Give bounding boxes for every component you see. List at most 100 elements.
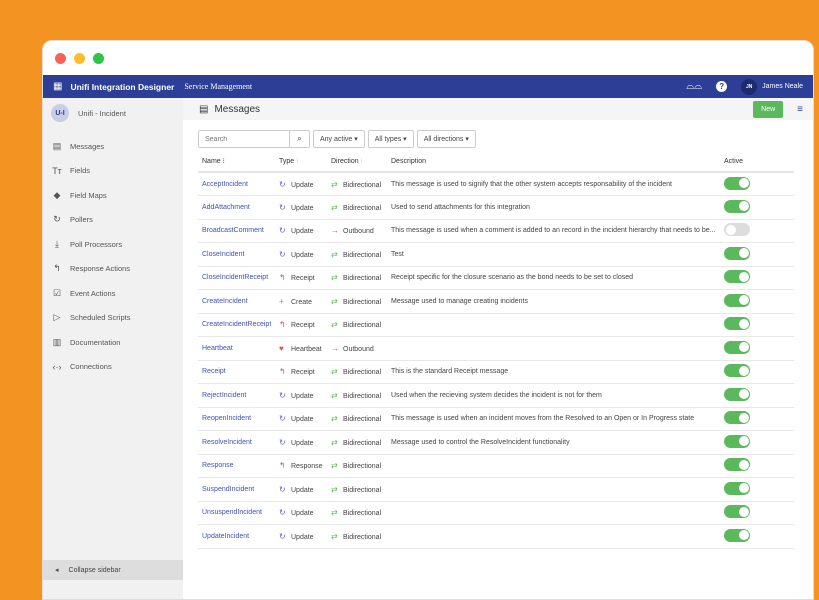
- direction-cell: ⇄ Bidirectional: [331, 407, 391, 431]
- message-name-link[interactable]: RejectIncident: [198, 383, 279, 408]
- table-row[interactable]: Heartbeat ♥ Heartbeat → Outbound: [198, 336, 794, 361]
- message-name-link[interactable]: CreateIncidentReceipt: [198, 313, 279, 337]
- update-icon: ↻: [279, 226, 286, 236]
- active-toggle[interactable]: [724, 340, 750, 354]
- sidebar-item-poll-processors[interactable]: ⤓ Poll Processors: [43, 232, 183, 257]
- sidebar-item-connections[interactable]: ‹·› Connections: [43, 355, 183, 380]
- active-toggle[interactable]: [724, 270, 750, 284]
- sidebar-item-response-actions[interactable]: ↰ Response Actions: [43, 257, 183, 282]
- message-name-link[interactable]: ReopenIncident: [198, 407, 279, 431]
- table-row[interactable]: UpdateIncident ↻ Update ⇄ Bidirectional: [198, 524, 794, 549]
- message-name-link[interactable]: Heartbeat: [198, 336, 279, 361]
- search-input[interactable]: [199, 131, 289, 147]
- sidebar-item-documentation[interactable]: ▥ Documentation: [43, 330, 183, 355]
- message-name-link[interactable]: CloseIncident: [198, 242, 279, 267]
- direction-label: Outbound: [343, 228, 374, 236]
- app-grid-icon[interactable]: ▦: [53, 81, 63, 92]
- message-name-link[interactable]: BroadcastComment: [198, 219, 279, 243]
- search-icon[interactable]: ⌕: [289, 131, 309, 147]
- reply-icon: ↰: [53, 263, 61, 274]
- active-toggle[interactable]: [724, 364, 750, 378]
- active-filter-dropdown[interactable]: Any active ▾: [313, 130, 365, 148]
- table-row[interactable]: AcceptIncident ↻ Update ⇄ Bidirectional Th…: [198, 172, 794, 196]
- direction-label: Bidirectional: [343, 275, 382, 283]
- active-toggle[interactable]: [724, 387, 750, 401]
- direction-label: Bidirectional: [343, 298, 382, 306]
- update-icon: ↻: [279, 484, 286, 494]
- table-row[interactable]: CloseIncident ↻ Update ⇄ Bidirectional Tes…: [198, 242, 794, 267]
- active-toggle[interactable]: [724, 505, 750, 519]
- project-avatar: U-I: [51, 104, 69, 122]
- table-row[interactable]: RejectIncident ↻ Update ⇄ Bidirectional Us…: [198, 383, 794, 408]
- message-name-link[interactable]: Response: [198, 454, 279, 478]
- active-toggle[interactable]: [724, 317, 750, 331]
- type-label: Update: [291, 228, 314, 236]
- message-name-link[interactable]: Receipt: [198, 360, 279, 384]
- column-name[interactable]: Name ⁝: [198, 151, 279, 173]
- table-row[interactable]: BroadcastComment ↻ Update → Outbound This …: [198, 219, 794, 243]
- column-type[interactable]: Type ⁝: [279, 151, 331, 173]
- active-toggle[interactable]: [724, 481, 750, 495]
- user-menu[interactable]: JN James Neale: [741, 78, 803, 95]
- table-row[interactable]: AddAttachment ↻ Update ⇄ Bidirectional Use…: [198, 195, 794, 220]
- active-toggle[interactable]: [724, 223, 750, 237]
- active-cell: [724, 407, 794, 431]
- sidebar-item-fields[interactable]: Tт Fields: [43, 159, 183, 184]
- glasses-icon[interactable]: ⌓⌓: [686, 81, 703, 92]
- table-row[interactable]: CreateIncident + Create ⇄ Bidirectional Me…: [198, 289, 794, 314]
- menu-icon[interactable]: ≡: [797, 103, 803, 115]
- active-toggle[interactable]: [724, 176, 750, 190]
- table-row[interactable]: CloseIncidentReceipt ↰ Receipt ⇄ Bidirecti…: [198, 266, 794, 290]
- update-icon: ↻: [279, 531, 286, 541]
- description-cell: This is the standard Receipt message: [391, 360, 724, 384]
- active-toggle[interactable]: [724, 246, 750, 260]
- collapse-sidebar-button[interactable]: ◂ Collapse sidebar: [43, 560, 183, 580]
- direction-filter-dropdown[interactable]: All directions ▾: [416, 130, 476, 148]
- message-name-link[interactable]: UnsuspendIncident: [198, 501, 279, 525]
- active-toggle[interactable]: [724, 458, 750, 472]
- sidebar-item-messages[interactable]: ▤ Messages: [43, 134, 183, 159]
- active-toggle[interactable]: [724, 434, 750, 448]
- active-filter-label: Any active: [320, 135, 353, 143]
- table-row[interactable]: Receipt ↰ Receipt ⇄ Bidirectional This is …: [198, 360, 794, 384]
- description-cell: This message is used when a comment is a…: [391, 219, 724, 243]
- sidebar-item-scheduled-scripts[interactable]: ▷ Scheduled Scripts: [43, 306, 183, 331]
- table-row[interactable]: UnsuspendIncident ↻ Update ⇄ Bidirectional: [198, 501, 794, 525]
- bidirectional-icon: ⇄: [331, 390, 338, 400]
- new-button[interactable]: New: [753, 100, 784, 118]
- message-name-link[interactable]: UpdateIncident: [198, 524, 279, 549]
- sidebar-item-pollers[interactable]: ↻ Pollers: [43, 208, 183, 233]
- active-cell: [724, 501, 794, 525]
- message-name-link[interactable]: CloseIncidentReceipt: [198, 266, 279, 290]
- message-name-link[interactable]: AddAttachment: [198, 195, 279, 220]
- active-toggle[interactable]: [724, 411, 750, 425]
- message-name-link[interactable]: ResolveIncident: [198, 430, 279, 455]
- table-row[interactable]: SuspendIncident ↻ Update ⇄ Bidirectional: [198, 477, 794, 502]
- maximize-window-button[interactable]: [93, 52, 104, 64]
- table-row[interactable]: ReopenIncident ↻ Update ⇄ Bidirectional Th…: [198, 407, 794, 431]
- window-controls: [43, 41, 813, 75]
- sidebar-item-field-maps[interactable]: ◆ Field Maps: [43, 183, 183, 208]
- sidebar-item-label: Messages: [70, 141, 105, 151]
- column-direction[interactable]: Direction ⁝: [331, 151, 391, 173]
- update-icon: ↻: [279, 249, 286, 259]
- help-icon[interactable]: ?: [716, 81, 728, 92]
- table-row[interactable]: CreateIncidentReceipt ↰ Receipt ⇄ Bidirect…: [198, 313, 794, 337]
- active-toggle[interactable]: [724, 199, 750, 213]
- active-toggle[interactable]: [724, 528, 750, 542]
- minimize-window-button[interactable]: [74, 52, 85, 64]
- message-name-link[interactable]: AcceptIncident: [198, 172, 279, 196]
- sidebar-item-label: Event Actions: [70, 288, 116, 298]
- message-name-link[interactable]: CreateIncident: [198, 289, 279, 314]
- type-filter-dropdown[interactable]: All types ▾: [367, 130, 414, 148]
- close-window-button[interactable]: [55, 52, 66, 64]
- sidebar-item-event-actions[interactable]: ☑ Event Actions: [43, 281, 183, 306]
- file-icon: ▤: [52, 140, 62, 151]
- table-row[interactable]: ResolveIncident ↻ Update ⇄ Bidirectional M…: [198, 430, 794, 455]
- bidirectional-icon: ⇄: [331, 484, 338, 494]
- active-toggle[interactable]: [724, 293, 750, 307]
- table-row[interactable]: Response ↰ Response ⇄ Bidirectional: [198, 454, 794, 478]
- description-cell: [391, 501, 724, 525]
- app-title[interactable]: Unifi Integration Designer: [70, 81, 175, 92]
- message-name-link[interactable]: SuspendIncident: [198, 477, 279, 502]
